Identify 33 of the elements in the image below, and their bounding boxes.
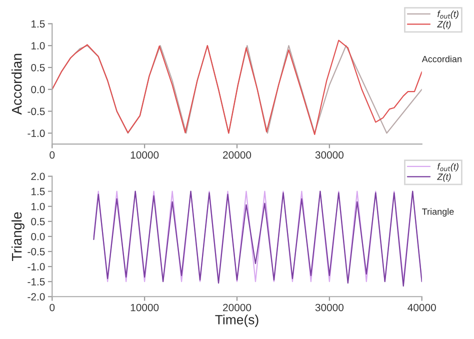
legend-label: Z(t): [437, 20, 451, 30]
y-tick-label: 0.5: [31, 218, 45, 226]
y-tick-label: 1.0: [32, 202, 45, 210]
legend-label: f$_{out}$(t): [438, 10, 458, 19]
y-tick-label: 2.0: [31, 172, 45, 180]
y-tick-label: 0.5: [31, 64, 45, 72]
x-tick-label: 0: [50, 151, 55, 159]
x-tick-label: 20000: [223, 304, 252, 312]
text: Accordian: [422, 56, 462, 62]
y-tick-label: 0.0: [31, 232, 45, 240]
x-tick-label: 30000: [315, 304, 344, 312]
y-tick-label: 0.0: [31, 86, 45, 94]
y-tick-label: -1.0: [28, 263, 45, 270]
y-tick-label: -2.0: [28, 293, 45, 300]
x-tick-label: 20000: [223, 151, 252, 159]
y-tick-label: -0.5: [28, 248, 45, 256]
x-axis-title: Time(s): [215, 314, 258, 327]
y-axis-title: Triangle: [12, 212, 24, 261]
x-tick-label: 30000: [315, 151, 344, 159]
y-tick-label: 1.5: [32, 20, 45, 28]
legend-label: f$_{out}$(t): [438, 163, 458, 172]
y-tick-label: -1.0: [28, 130, 45, 138]
x-tick-label: 40000: [408, 304, 436, 312]
x-tick-label: 0: [50, 304, 55, 312]
y-tick-label: -0.5: [28, 108, 45, 116]
y-axis-title: Accordian: [12, 54, 22, 115]
y-tick-label: 1.5: [32, 188, 45, 196]
x-tick-label: 10000: [130, 304, 159, 312]
y-tick-label: -1.5: [28, 278, 45, 286]
legend-label: Z(t): [437, 173, 451, 182]
x-tick-label: 10000: [130, 151, 159, 159]
text: Triangle: [422, 208, 454, 217]
y-tick-label: 1.0: [32, 42, 45, 50]
